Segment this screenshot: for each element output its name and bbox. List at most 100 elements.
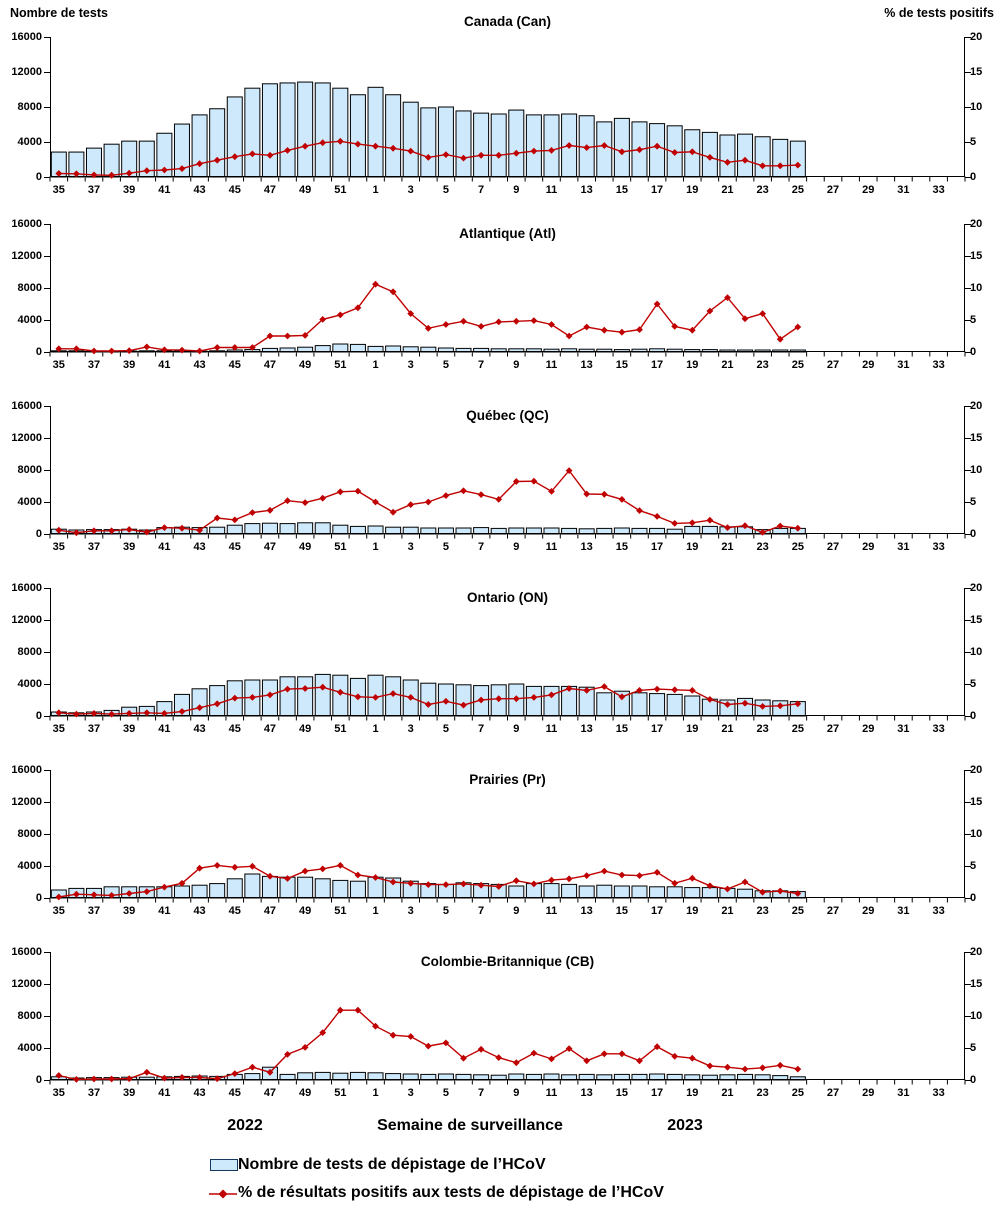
week-label: 45: [228, 184, 241, 196]
legend-positivity-label: % de résultats positifs aux tests de dép…: [238, 1184, 664, 1201]
week-label: 21: [721, 184, 734, 196]
left-axis-tick-label: 0: [35, 710, 42, 722]
week-label: 5: [442, 723, 449, 735]
positivity-marker: [336, 311, 344, 319]
test-count-bar: [737, 888, 754, 899]
plot-qu-bec-qc: [44, 406, 971, 539]
right-axis-tick-label: 10: [970, 646, 983, 658]
positivity-marker: [442, 881, 450, 888]
positivity-marker: [724, 158, 731, 166]
test-count-bar: [367, 1072, 384, 1081]
left-axis-tick-label: 12000: [11, 250, 42, 262]
positivity-marker: [407, 694, 415, 701]
positivity-marker: [213, 862, 221, 869]
week-label: 9: [513, 723, 520, 735]
left-axis-tick-label: 12000: [11, 614, 42, 626]
test-count-bar: [121, 140, 138, 178]
week-label: 25: [791, 184, 804, 196]
right-axis-tick-label: 0: [970, 1074, 977, 1086]
positivity-marker: [618, 496, 626, 503]
positivity-marker: [213, 514, 221, 522]
positivity-marker: [249, 694, 256, 701]
week-label: 37: [87, 359, 101, 371]
left-axis-tick-label: 16000: [11, 400, 42, 412]
week-label: 37: [87, 905, 101, 917]
positivity-marker: [600, 867, 608, 875]
test-count-bar: [191, 114, 208, 178]
right-axis-tick-label: 10: [970, 828, 983, 840]
positivity-marker: [671, 1052, 679, 1060]
week-label: 17: [650, 723, 664, 735]
week-label: 7: [478, 723, 485, 735]
positivity-marker: [794, 890, 802, 897]
week-label: 39: [123, 541, 136, 553]
week-label: 13: [580, 1087, 593, 1099]
positivity-marker: [636, 326, 643, 333]
test-count-bar: [244, 873, 261, 899]
positivity-marker: [794, 1065, 802, 1073]
positivity-marker: [776, 335, 784, 343]
plot-canada-can: [44, 37, 971, 182]
week-label: 31: [897, 905, 910, 917]
test-count-bar: [209, 883, 226, 899]
positivity-marker: [424, 154, 432, 161]
right-axis-tick-label: 15: [970, 978, 983, 990]
test-count-bar: [314, 1071, 331, 1081]
week-label: 45: [228, 1087, 241, 1099]
test-count-bar: [332, 1072, 349, 1081]
test-count-bar: [209, 526, 226, 535]
plot-colombie-britannique-cb: [44, 952, 971, 1085]
test-count-bar: [297, 676, 314, 717]
positivity-marker: [759, 703, 766, 710]
week-label: 39: [123, 905, 136, 917]
week-label: 33: [932, 723, 945, 735]
positivity-marker: [583, 687, 591, 694]
positivity-marker: [794, 524, 802, 532]
left-axis-tick-label: 8000: [17, 282, 42, 294]
positivity-marker: [741, 315, 749, 323]
positivity-marker: [249, 862, 256, 870]
bar-swatch-icon: [210, 1159, 238, 1171]
test-count-bar: [649, 693, 666, 717]
positivity-marker: [460, 701, 467, 709]
positivity-marker: [442, 697, 450, 705]
week-label: 27: [826, 905, 840, 917]
week-label: 27: [826, 184, 840, 196]
week-label: 51: [334, 905, 347, 917]
x-axis-year-2023: 2023: [667, 1117, 703, 1134]
left-axis-tick-label: 4000: [17, 860, 42, 872]
week-label: 49: [299, 1087, 312, 1099]
positivity-marker: [55, 893, 63, 901]
positivity-marker: [495, 695, 503, 703]
positivity-marker: [178, 524, 186, 532]
positivity-marker: [143, 709, 151, 717]
positivity-marker: [424, 881, 432, 888]
week-label: 23: [756, 723, 769, 735]
test-count-bar: [385, 94, 402, 178]
x-axis-title: Semaine de surveillance: [377, 1117, 563, 1134]
week-label: 1: [372, 723, 379, 735]
positivity-marker: [671, 149, 679, 156]
positivity-marker: [389, 690, 397, 697]
week-label: 41: [158, 1087, 171, 1099]
positivity-marker: [530, 317, 538, 324]
positivity-marker: [55, 345, 63, 353]
test-count-bar: [420, 682, 437, 717]
positivity-marker: [530, 880, 538, 888]
positivity-marker: [266, 691, 274, 699]
positivity-marker: [530, 694, 538, 701]
test-count-bar: [261, 83, 278, 178]
test-count-bar: [490, 113, 507, 178]
positivity-marker: [407, 310, 415, 317]
week-label: 25: [791, 359, 804, 371]
positivity-marker: [618, 148, 626, 156]
plot-ontario-on: [44, 588, 971, 721]
positivity-marker: [688, 148, 696, 156]
week-label: 7: [478, 359, 485, 371]
test-count-bar: [279, 82, 296, 178]
positivity-marker: [706, 516, 714, 524]
week-label: 11: [545, 723, 558, 735]
week-label: 29: [862, 905, 875, 917]
positivity-marker: [759, 1064, 766, 1072]
positivity-marker: [618, 871, 626, 879]
